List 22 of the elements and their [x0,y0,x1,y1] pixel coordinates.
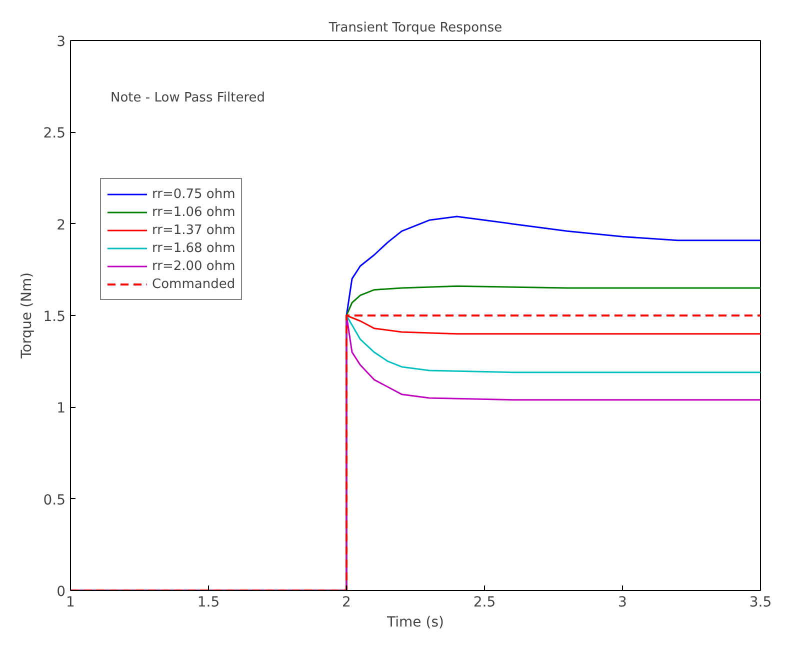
legend-label: rr=1.68 ohm [152,240,236,257]
y-axis-title: Torque (Nm) [19,272,36,360]
x-tick-label: 2.5 [473,594,496,610]
chart-title: Transient Torque Response [328,20,502,36]
legend-label: rr=1.06 ohm [152,204,236,221]
x-axis-title: Time (s) [386,614,444,630]
legend-label: rr=0.75 ohm [152,186,236,203]
y-tick-label: 3 [56,34,66,50]
x-tick-label: 1.5 [197,594,220,610]
x-tick-label: 2 [342,594,351,610]
y-tick-label: 0.5 [43,492,66,508]
legend-label: rr=1.37 ohm [152,222,236,239]
legend-label: Commanded [152,276,236,293]
legend-label: rr=2.00 ohm [152,258,236,275]
y-tick-label: 1.5 [43,309,66,325]
x-tick-label: 3.5 [749,594,772,610]
y-tick-label: 2.5 [43,126,66,142]
y-tick-label: 0 [56,584,66,600]
x-tick-label: 3 [618,594,627,610]
y-tick-label: 2 [56,217,66,234]
annotation: Note - Low Pass Filtered [110,90,266,106]
y-tick-label: 1 [56,400,66,417]
